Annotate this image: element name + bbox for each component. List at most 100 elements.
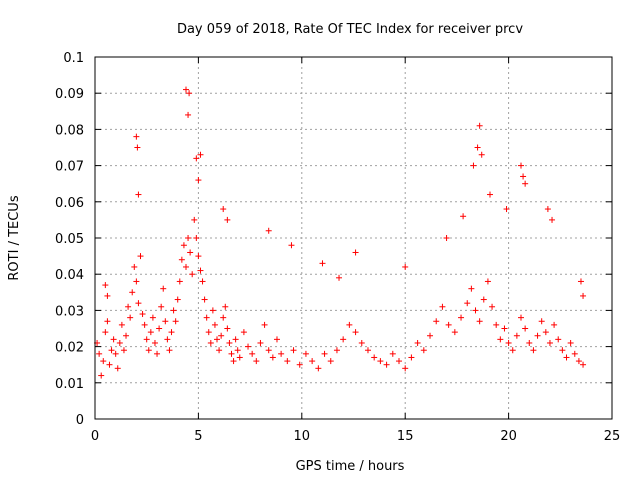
data-point [133, 278, 140, 285]
data-points [94, 86, 587, 379]
data-point [172, 318, 179, 325]
data-point [166, 347, 173, 354]
y-tick-label: 0.06 [55, 196, 84, 211]
data-point [427, 332, 434, 339]
data-point [234, 347, 241, 354]
data-point [551, 321, 558, 328]
data-point [470, 162, 477, 169]
data-point [186, 90, 193, 97]
data-point [538, 318, 545, 325]
data-point [383, 361, 390, 368]
data-point [207, 339, 214, 346]
data-point [102, 282, 109, 289]
data-point [149, 314, 156, 321]
data-point [257, 339, 264, 346]
data-point [137, 253, 144, 260]
data-point [518, 162, 525, 169]
data-point [402, 365, 409, 372]
data-point [472, 307, 479, 314]
x-tick-label: 20 [500, 429, 517, 444]
plot-frame [94, 56, 613, 420]
data-point [98, 372, 105, 379]
data-point [158, 303, 165, 310]
data-point [451, 329, 458, 336]
data-point [129, 289, 136, 296]
data-point [269, 354, 276, 361]
data-point [340, 336, 347, 343]
data-point [120, 347, 127, 354]
y-tick-label: 0.09 [55, 87, 84, 102]
data-point [240, 329, 247, 336]
data-point [480, 296, 487, 303]
data-point [133, 133, 140, 140]
data-point [546, 339, 553, 346]
data-point [220, 206, 227, 213]
data-point [389, 350, 396, 357]
data-point [180, 242, 187, 249]
data-point [460, 213, 467, 220]
data-point [420, 347, 427, 354]
data-point [174, 296, 181, 303]
data-point [193, 155, 200, 162]
data-point [203, 314, 210, 321]
x-tick-label: 25 [604, 429, 621, 444]
data-point [580, 292, 587, 299]
data-point [273, 336, 280, 343]
data-point [296, 361, 303, 368]
data-point [156, 325, 163, 332]
data-point [135, 300, 142, 307]
y-tick-label: 0 [76, 413, 84, 428]
data-point [288, 242, 295, 249]
data-point [147, 329, 154, 336]
data-point [505, 339, 512, 346]
data-point [544, 206, 551, 213]
data-point [439, 303, 446, 310]
data-point [112, 350, 119, 357]
y-tick-label: 0.08 [55, 123, 84, 138]
data-point [185, 235, 192, 241]
data-point [518, 314, 525, 321]
data-point [433, 318, 440, 325]
data-point [102, 329, 109, 336]
data-point [478, 151, 485, 158]
x-tick-labels: 0 5 10 15 20 25 [91, 429, 620, 444]
data-point [214, 336, 221, 343]
data-point [199, 278, 206, 285]
data-point [414, 339, 421, 346]
data-point [178, 256, 185, 263]
y-tick-label: 0.1 [63, 51, 84, 66]
data-point [125, 303, 132, 310]
data-point [526, 339, 533, 346]
data-point [104, 292, 111, 299]
data-point [197, 267, 204, 274]
y-tick-label: 0.01 [55, 377, 84, 392]
data-point [226, 339, 233, 346]
data-point [141, 321, 148, 328]
data-point [346, 321, 353, 328]
data-point [100, 358, 107, 365]
grid-lines [95, 57, 612, 419]
y-tick-label: 0.07 [55, 160, 84, 175]
x-tick-label: 15 [397, 429, 414, 444]
data-point [216, 347, 223, 354]
data-point [154, 350, 161, 357]
data-point [408, 354, 415, 361]
data-point [224, 216, 231, 223]
data-point [195, 177, 202, 184]
data-point [127, 314, 134, 321]
data-point [327, 358, 334, 365]
data-point [352, 329, 359, 336]
y-tick-label: 0.05 [55, 232, 84, 247]
data-point [145, 347, 152, 354]
data-point [195, 253, 202, 260]
data-point [187, 249, 194, 256]
data-point [371, 354, 378, 361]
data-point [232, 336, 239, 343]
data-point [168, 329, 175, 336]
data-point [116, 339, 123, 346]
data-point [162, 318, 169, 325]
data-point [176, 278, 183, 285]
data-point [123, 332, 130, 339]
data-point [443, 235, 450, 241]
x-axis-label: GPS time / hours [296, 459, 405, 474]
